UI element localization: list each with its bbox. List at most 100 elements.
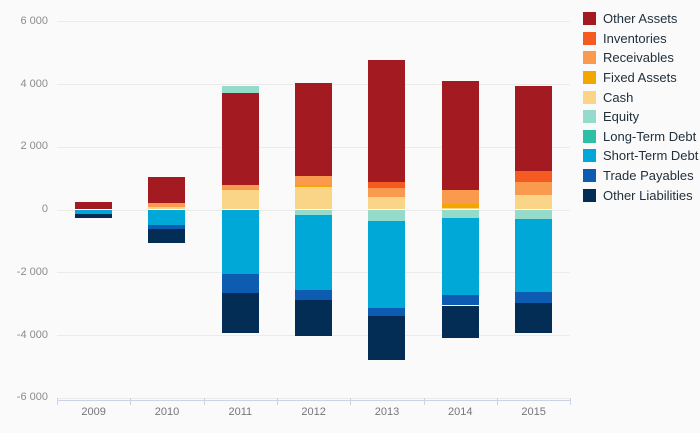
bar-segment-other-assets[interactable] [368, 60, 406, 182]
legend-item-short-term-debt[interactable]: Short-Term Debt [583, 146, 698, 166]
bar-segment-other-assets[interactable] [148, 177, 186, 204]
bar-segment-short-term-debt[interactable] [148, 209, 186, 225]
legend-swatch-icon [583, 169, 596, 183]
bar-segment-receivables[interactable] [295, 176, 333, 185]
legend-swatch-icon [583, 12, 596, 26]
bar-segment-other-liabilities[interactable] [515, 302, 553, 334]
bar-segment-receivables[interactable] [221, 184, 259, 190]
x-axis-tick [350, 398, 352, 405]
bar-segment-cash[interactable] [295, 186, 333, 210]
bar-segment-fixed-assets[interactable] [295, 184, 333, 187]
legend-item-inventories[interactable]: Inventories [583, 29, 698, 49]
bar-2013 [368, 0, 406, 433]
bar-segment-inventories[interactable] [368, 181, 406, 188]
x-axis-tick [57, 398, 58, 405]
bar-segment-short-term-debt[interactable] [75, 209, 113, 214]
legend-item-fixed-assets[interactable]: Fixed Assets [583, 68, 698, 88]
bar-segment-trade-payables[interactable] [295, 289, 333, 301]
bar-segment-receivables[interactable] [148, 203, 186, 208]
bar-segment-equity[interactable] [368, 209, 406, 221]
legend-swatch-icon [583, 71, 596, 85]
x-axis-label: 2014 [448, 406, 473, 418]
bar-segment-cash[interactable] [148, 207, 186, 210]
legend-label: Equity [603, 109, 640, 125]
x-axis-label: 2015 [521, 406, 546, 418]
bar-segment-other-liabilities[interactable] [75, 213, 113, 218]
bar-segment-receivables[interactable] [515, 182, 553, 196]
bar-segment-trade-payables[interactable] [515, 292, 553, 303]
bar-segment-trade-payables[interactable] [221, 274, 259, 293]
y-axis-label: -4 000 [16, 328, 48, 341]
bar-segment-fixed-assets[interactable] [441, 203, 479, 208]
legend: Other Assets Inventories Receivables Fixed … [583, 9, 698, 205]
legend-item-other-assets[interactable]: Other Assets [583, 9, 698, 29]
bar-segment-cash[interactable] [221, 189, 259, 210]
bar-segment-inventories[interactable] [515, 170, 553, 183]
legend-swatch-icon [583, 51, 596, 65]
legend-swatch-icon [583, 90, 596, 104]
bar-segment-short-term-debt[interactable] [368, 220, 406, 308]
bar-2014 [441, 0, 479, 433]
x-axis-line [57, 400, 571, 401]
legend-label: Inventories [603, 30, 667, 46]
bar-segment-trade-payables[interactable] [148, 224, 186, 229]
legend-swatch-icon [583, 31, 596, 45]
x-axis-tick [203, 398, 205, 405]
legend-item-receivables[interactable]: Receivables [583, 48, 698, 68]
bar-segment-short-term-debt[interactable] [515, 218, 553, 292]
bar-segment-cash[interactable] [441, 207, 479, 210]
bar-segment-equity[interactable] [515, 209, 553, 219]
bar-segment-other-assets[interactable] [441, 81, 479, 191]
bar-segment-receivables[interactable] [441, 190, 479, 204]
bar-segment-other-liabilities[interactable] [295, 300, 333, 336]
legend-swatch-icon [583, 129, 596, 143]
legend-label: Fixed Assets [603, 70, 677, 86]
bar-2011 [221, 0, 259, 433]
bar-segment-cash[interactable] [515, 195, 553, 210]
bar-segment-short-term-debt[interactable] [441, 217, 479, 296]
bar-segment-equity[interactable] [441, 209, 479, 218]
legend-label: Long-Term Debt [603, 128, 697, 144]
bar-segment-other-liabilities[interactable] [441, 305, 479, 338]
bar-segment-equity[interactable] [221, 85, 259, 94]
legend-item-long-term-debt[interactable]: Long-Term Debt [583, 127, 698, 147]
legend-swatch-icon [583, 188, 596, 202]
bar-segment-other-liabilities[interactable] [148, 228, 186, 244]
legend-item-trade-payables[interactable]: Trade Payables [583, 166, 698, 186]
bar-segment-other-assets[interactable] [295, 83, 333, 177]
x-axis-tick [276, 398, 278, 405]
x-axis-tick [570, 398, 572, 405]
y-axis-label: -2 000 [16, 265, 48, 278]
legend-item-equity[interactable]: Equity [583, 107, 698, 127]
bar-segment-other-assets[interactable] [515, 85, 553, 171]
bar-segment-short-term-debt[interactable] [295, 214, 333, 290]
gridline [57, 397, 571, 399]
bar-2010 [148, 0, 186, 433]
legend-item-cash[interactable]: Cash [583, 87, 698, 107]
bar-segment-trade-payables[interactable] [368, 307, 406, 317]
legend-item-other-liabilities[interactable]: Other Liabilities [583, 185, 698, 205]
x-axis-label: 2012 [301, 406, 326, 418]
y-axis-label: 0 [41, 203, 48, 215]
bar-2012 [295, 0, 333, 433]
bar-segment-other-liabilities[interactable] [221, 292, 259, 334]
legend-label: Cash [603, 89, 634, 105]
x-axis-tick [496, 398, 498, 405]
bar-segment-trade-payables[interactable] [441, 295, 479, 306]
legend-label: Receivables [603, 50, 674, 66]
bar-segment-short-term-debt[interactable] [221, 209, 259, 275]
bar-segment-receivables[interactable] [368, 187, 406, 198]
legend-swatch-icon [583, 149, 596, 163]
y-axis-label: 6 000 [20, 14, 48, 27]
legend-label: Trade Payables [603, 168, 694, 184]
bar-segment-cash[interactable] [368, 197, 406, 210]
x-axis-tick [423, 398, 425, 405]
bar-segment-equity[interactable] [295, 209, 333, 215]
bar-2015 [515, 0, 553, 433]
bar-segment-other-assets[interactable] [221, 93, 259, 185]
bar-segment-other-liabilities[interactable] [368, 316, 406, 360]
bar-segment-other-assets[interactable] [75, 202, 113, 210]
x-axis-label: 2010 [154, 406, 180, 418]
legend-label: Other Liabilities [603, 187, 693, 203]
gridline [57, 21, 571, 23]
